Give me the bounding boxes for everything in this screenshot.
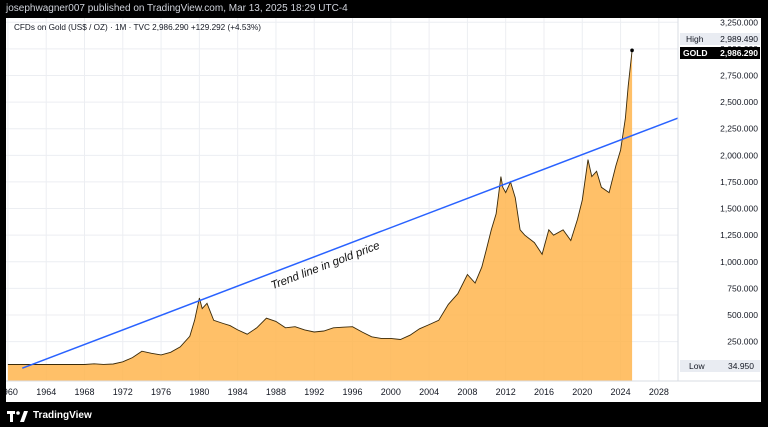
trend-line[interactable] (22, 117, 679, 369)
low-label: Low (689, 361, 705, 371)
publisher-bar: josephwagner007 published on TradingView… (6, 3, 348, 14)
y-tick-label: 250.000 (727, 337, 758, 347)
y-tick-label: 1,250.000 (720, 230, 758, 240)
y-tick-label: 2,000.000 (720, 150, 758, 160)
trend-line-annotation: Trend line in gold price (269, 240, 381, 292)
y-tick-label: 1,750.000 (720, 177, 758, 187)
gold-price-line (7, 50, 633, 365)
x-tick-label: 2028 (649, 387, 669, 397)
last-price-dot (630, 48, 634, 53)
y-tick-label: 3,250.000 (720, 18, 758, 27)
y-tick-label: 1,500.000 (720, 204, 758, 214)
y-tick-label: 750.000 (727, 283, 758, 293)
gold-price-area (7, 50, 633, 382)
x-tick-label: 2000 (381, 387, 401, 397)
x-tick-label: 1976 (151, 387, 171, 397)
y-tick-label: 2,500.000 (720, 97, 758, 107)
y-tick-label: 2,250.000 (720, 124, 758, 134)
tradingview-logo-icon (7, 411, 28, 422)
y-tick-label: 1,000.000 (720, 257, 758, 267)
x-tick-label: 1960 (6, 387, 18, 397)
x-tick-label: 1992 (304, 387, 324, 397)
x-tick-label: 1972 (113, 387, 133, 397)
chart-svg[interactable]: Trend line in gold price 1960 1964 1968 197… (6, 18, 761, 402)
high-value: 2,989.490 (720, 34, 758, 44)
tradingview-brand[interactable]: TradingView (33, 410, 92, 421)
low-value: 34.950 (728, 361, 754, 371)
footer-bar: TradingView (0, 405, 768, 427)
y-tick-label: 500.000 (727, 310, 758, 320)
x-tick-label: 1968 (74, 387, 94, 397)
x-tick-label: 2004 (419, 387, 439, 397)
x-tick-label: 2012 (496, 387, 516, 397)
x-tick-label: 1984 (228, 387, 248, 397)
symbol-legend: CFDs on Gold (US$ / OZ) · 1M · TVC 2,986… (14, 23, 261, 32)
x-tick-label: 2016 (534, 387, 554, 397)
x-tick-label: 2024 (611, 387, 631, 397)
x-tick-label: 2008 (457, 387, 477, 397)
price-chart[interactable]: Trend line in gold price 1960 1964 1968 197… (6, 18, 761, 402)
high-marker: High 2,989.490 (680, 33, 760, 45)
last-price-value: 2,986.290 (720, 48, 758, 58)
x-tick-label: 1980 (189, 387, 209, 397)
time-axis[interactable]: 1960 1964 1968 1972 1976 1980 1984 1988 1992 1996… (6, 387, 669, 397)
x-tick-label: 1996 (343, 387, 363, 397)
y-tick-label: 2,750.000 (720, 70, 758, 80)
last-price-marker: GOLD 2,986.290 (680, 47, 760, 59)
price-axis[interactable]: 250.000 500.000 750.000 1,000.000 1,250.000 1… (720, 18, 758, 347)
high-label: High (686, 34, 704, 44)
x-tick-label: 1988 (266, 387, 286, 397)
low-marker: Low 34.950 (680, 360, 760, 372)
x-tick-label: 2020 (572, 387, 592, 397)
x-tick-label: 1964 (36, 387, 56, 397)
symbol-name: GOLD (683, 48, 708, 58)
